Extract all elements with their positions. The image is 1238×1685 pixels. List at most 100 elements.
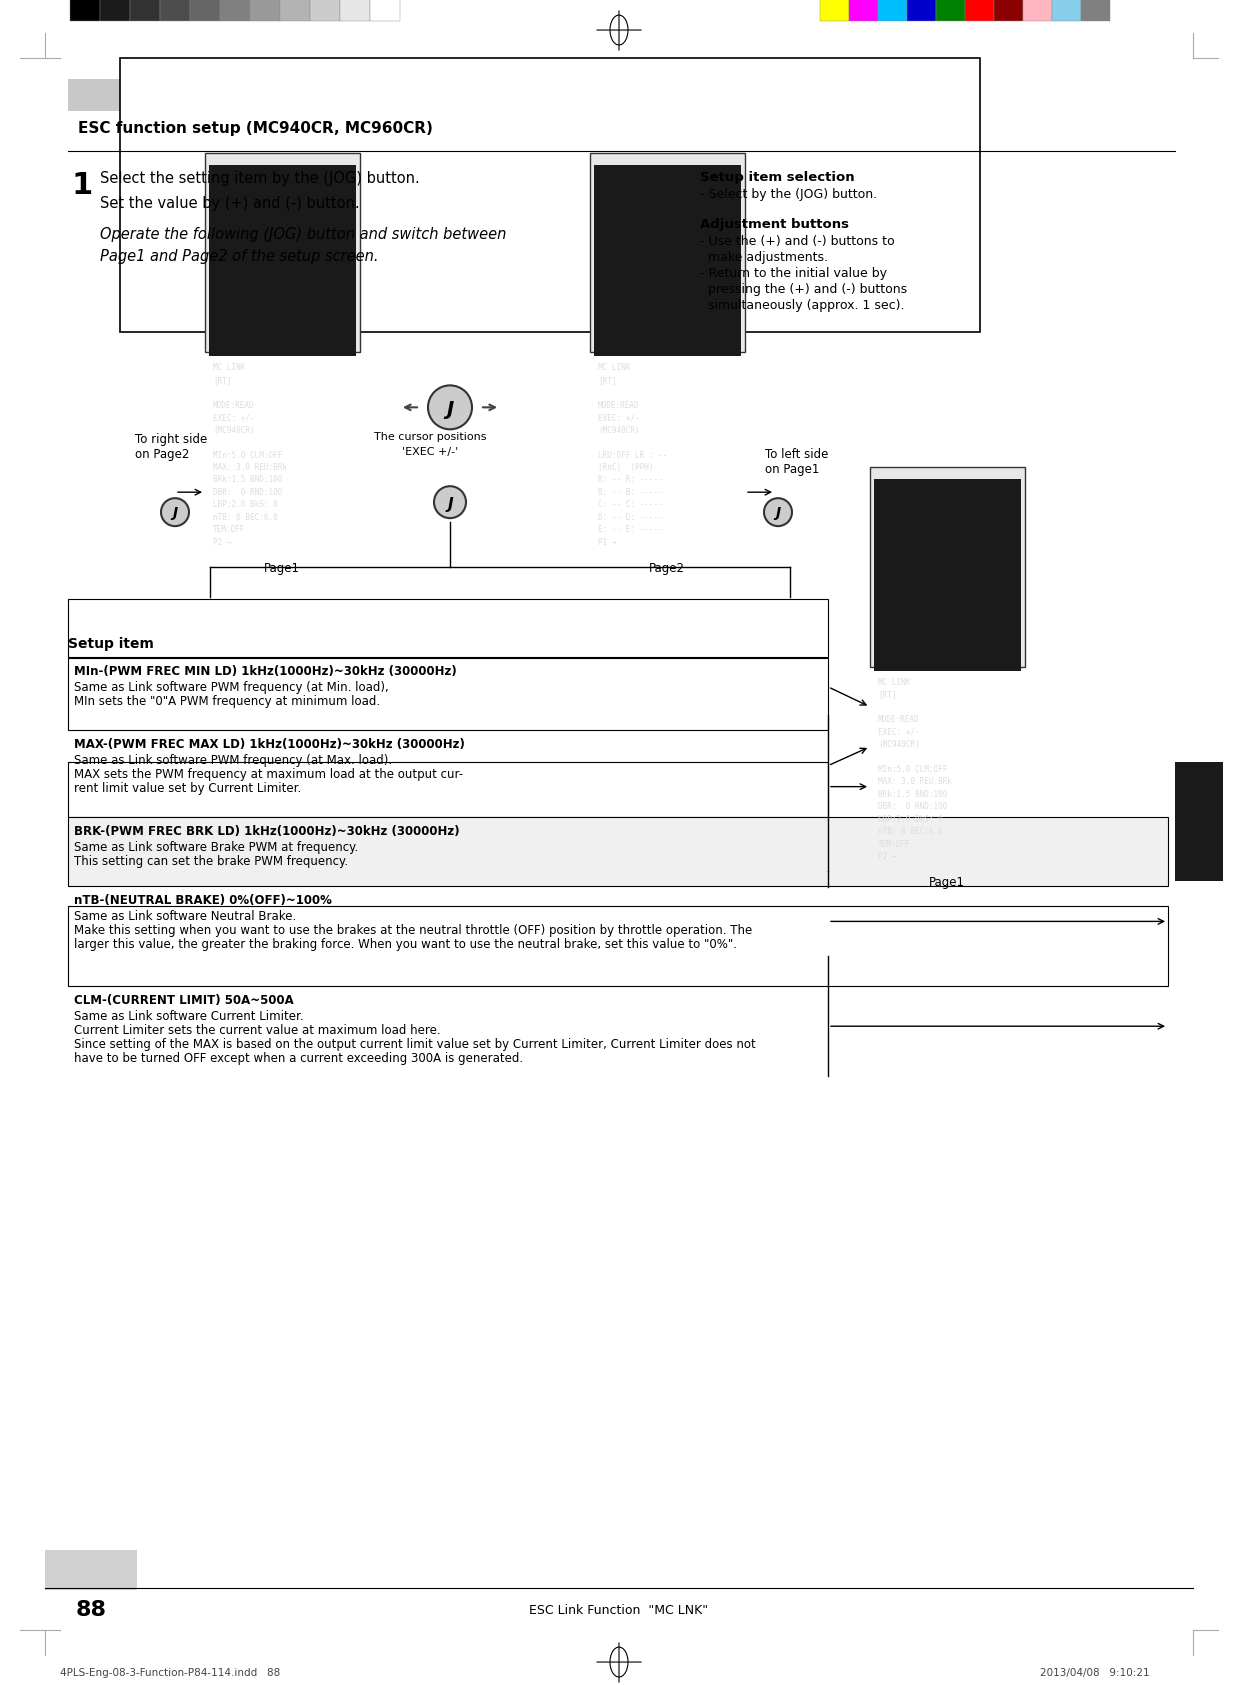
Text: BRk:1.5 BND:100: BRk:1.5 BND:100 bbox=[213, 475, 282, 485]
Bar bbox=[591, 153, 745, 352]
Bar bbox=[189, 0, 220, 20]
Text: pressing the (+) and (-) buttons: pressing the (+) and (-) buttons bbox=[699, 283, 907, 295]
Text: MC LINK: MC LINK bbox=[598, 364, 630, 372]
Text: R: -- R: -----: R: -- R: ----- bbox=[598, 475, 662, 485]
Text: MAX-(PWM FREC MAX LD) 1kHz(1000Hz)~30kHz (30000Hz): MAX-(PWM FREC MAX LD) 1kHz(1000Hz)~30kHz… bbox=[74, 738, 465, 752]
Text: (RnC)  (PPH): (RnC) (PPH) bbox=[598, 463, 654, 472]
Circle shape bbox=[435, 487, 465, 517]
Text: LBP:2.0 BkS: 0: LBP:2.0 BkS: 0 bbox=[878, 816, 943, 824]
Text: 1: 1 bbox=[72, 170, 93, 201]
Bar bbox=[370, 0, 400, 20]
Bar bbox=[340, 0, 370, 20]
Text: TEM:OFF: TEM:OFF bbox=[213, 526, 245, 534]
Text: Page1: Page1 bbox=[928, 876, 964, 890]
Text: 4PLS-Eng-08-3-Function-P84-114.indd   88: 4PLS-Eng-08-3-Function-P84-114.indd 88 bbox=[59, 1668, 280, 1678]
Text: Since setting of the MAX is based on the output current limit value set by Curre: Since setting of the MAX is based on the… bbox=[74, 1038, 755, 1051]
Bar bbox=[870, 467, 1025, 667]
Text: Function: Function bbox=[1192, 908, 1206, 976]
Text: D: -- D: -----: D: -- D: ----- bbox=[598, 512, 662, 522]
Bar bbox=[964, 0, 994, 20]
Text: MIn sets the "0"A PWM frequency at minimum load.: MIn sets the "0"A PWM frequency at minim… bbox=[74, 694, 380, 708]
Bar bbox=[45, 1550, 137, 1591]
Text: Page1 and Page2 of the setup screen.: Page1 and Page2 of the setup screen. bbox=[100, 249, 379, 263]
Text: MIn-(PWM FREC MIN LD) 1kHz(1000Hz)~30kHz (30000Hz): MIn-(PWM FREC MIN LD) 1kHz(1000Hz)~30kHz… bbox=[74, 666, 457, 677]
Text: Setup item selection: Setup item selection bbox=[699, 170, 854, 184]
Text: [RT]: [RT] bbox=[878, 691, 896, 699]
Text: Adjustment buttons: Adjustment buttons bbox=[699, 217, 849, 231]
Text: B: -- B: -----: B: -- B: ----- bbox=[598, 489, 662, 497]
Bar bbox=[71, 0, 100, 20]
Text: Same as Link software PWM frequency (at Min. load),: Same as Link software PWM frequency (at … bbox=[74, 681, 389, 694]
Text: MIn:5.0 CLM:OFF: MIn:5.0 CLM:OFF bbox=[213, 450, 282, 460]
Text: P2 →: P2 → bbox=[878, 853, 896, 861]
Text: The cursor positions: The cursor positions bbox=[374, 433, 487, 441]
Text: To left side
on Page1: To left side on Page1 bbox=[765, 448, 828, 477]
Text: MAX: 3.0 REU:BRk: MAX: 3.0 REU:BRk bbox=[213, 463, 287, 472]
Text: simultaneously (approx. 1 sec).: simultaneously (approx. 1 sec). bbox=[699, 298, 905, 312]
Bar bbox=[936, 0, 964, 20]
Text: J: J bbox=[447, 497, 453, 512]
Text: (MC940CR): (MC940CR) bbox=[598, 426, 640, 435]
Text: 'EXEC +/-': 'EXEC +/-' bbox=[402, 447, 458, 457]
Text: [RT]: [RT] bbox=[213, 376, 232, 384]
Text: BRK-(PWM FREC BRK LD) 1kHz(1000Hz)~30kHz (30000Hz): BRK-(PWM FREC BRK LD) 1kHz(1000Hz)~30kHz… bbox=[74, 824, 459, 837]
Text: (MC940CR): (MC940CR) bbox=[213, 426, 255, 435]
Bar bbox=[874, 479, 1021, 671]
Text: nTB: 0 BEC:6.0: nTB: 0 BEC:6.0 bbox=[878, 827, 943, 836]
Text: Same as Link software Neutral Brake.: Same as Link software Neutral Brake. bbox=[74, 910, 296, 923]
Text: MC LINK: MC LINK bbox=[213, 364, 245, 372]
Bar bbox=[68, 762, 828, 817]
Text: [RT]: [RT] bbox=[598, 376, 617, 384]
Bar bbox=[310, 0, 340, 20]
Bar bbox=[160, 0, 189, 20]
Text: 2013/04/08   9:10:21: 2013/04/08 9:10:21 bbox=[1040, 1668, 1150, 1678]
Text: Same as Link software Brake PWM at frequency.: Same as Link software Brake PWM at frequ… bbox=[74, 841, 358, 854]
Text: Setup item: Setup item bbox=[68, 637, 154, 650]
Circle shape bbox=[764, 499, 792, 526]
Text: Operate the following (JOG) button and switch between: Operate the following (JOG) button and s… bbox=[100, 227, 506, 241]
Text: This setting can set the brake PWM frequency.: This setting can set the brake PWM frequ… bbox=[74, 854, 348, 868]
Bar bbox=[68, 598, 828, 657]
Bar bbox=[209, 165, 357, 357]
Text: Current Limiter sets the current value at maximum load here.: Current Limiter sets the current value a… bbox=[74, 1024, 441, 1038]
Text: 88: 88 bbox=[76, 1601, 106, 1621]
Text: MAX sets the PWM frequency at maximum load at the output cur-: MAX sets the PWM frequency at maximum lo… bbox=[74, 768, 463, 780]
Text: E: -- E: -----: E: -- E: ----- bbox=[598, 526, 662, 534]
Bar bbox=[1052, 0, 1081, 20]
Bar bbox=[594, 165, 742, 357]
Bar bbox=[100, 0, 130, 20]
Text: Page2: Page2 bbox=[649, 563, 685, 575]
Text: (MC940CR): (MC940CR) bbox=[878, 740, 920, 748]
Text: nTB: 0 BEC:6.0: nTB: 0 BEC:6.0 bbox=[213, 512, 277, 522]
Text: MODE:READ: MODE:READ bbox=[213, 401, 255, 409]
Text: EXEC: +/-: EXEC: +/- bbox=[598, 413, 640, 421]
Bar bbox=[130, 0, 160, 20]
Text: Make this setting when you want to use the brakes at the neutral throttle (OFF) : Make this setting when you want to use t… bbox=[74, 925, 753, 937]
Bar bbox=[1023, 0, 1052, 20]
Text: DBR:  0 RND:100: DBR: 0 RND:100 bbox=[878, 802, 947, 812]
Bar bbox=[220, 0, 250, 20]
Text: LBP:2.0 BkS: 0: LBP:2.0 BkS: 0 bbox=[213, 500, 277, 509]
Text: have to be turned OFF except when a current exceeding 300A is generated.: have to be turned OFF except when a curr… bbox=[74, 1051, 524, 1065]
Bar bbox=[280, 0, 310, 20]
Text: EXEC: +/-: EXEC: +/- bbox=[213, 413, 255, 421]
Text: - Select by the (JOG) button.: - Select by the (JOG) button. bbox=[699, 187, 878, 201]
Text: To right side
on Page2: To right side on Page2 bbox=[135, 433, 207, 462]
Bar bbox=[250, 0, 280, 20]
Text: MIn:5.0 CLM:OFF: MIn:5.0 CLM:OFF bbox=[878, 765, 947, 773]
Bar bbox=[849, 0, 878, 20]
Text: - Return to the initial value by: - Return to the initial value by bbox=[699, 266, 886, 280]
Bar bbox=[1175, 762, 1223, 881]
Text: DBR:  0 RND:100: DBR: 0 RND:100 bbox=[213, 489, 282, 497]
Text: Select the setting item by the (JOG) button.: Select the setting item by the (JOG) but… bbox=[100, 170, 420, 185]
Text: Same as Link software Current Limiter.: Same as Link software Current Limiter. bbox=[74, 1011, 303, 1023]
Text: TEM:OFF: TEM:OFF bbox=[878, 839, 910, 849]
Bar bbox=[120, 57, 980, 332]
Text: MAX: 3.0 REU:BRk: MAX: 3.0 REU:BRk bbox=[878, 777, 952, 787]
Text: - Use the (+) and (-) buttons to: - Use the (+) and (-) buttons to bbox=[699, 234, 895, 248]
Text: Page1: Page1 bbox=[264, 563, 300, 575]
Bar bbox=[878, 0, 907, 20]
Text: EXEC: +/-: EXEC: +/- bbox=[878, 728, 920, 736]
Text: CLM-(CURRENT LIMIT) 50A~500A: CLM-(CURRENT LIMIT) 50A~500A bbox=[74, 994, 293, 1008]
Text: Set the value by (+) and (-) button.: Set the value by (+) and (-) button. bbox=[100, 195, 359, 211]
